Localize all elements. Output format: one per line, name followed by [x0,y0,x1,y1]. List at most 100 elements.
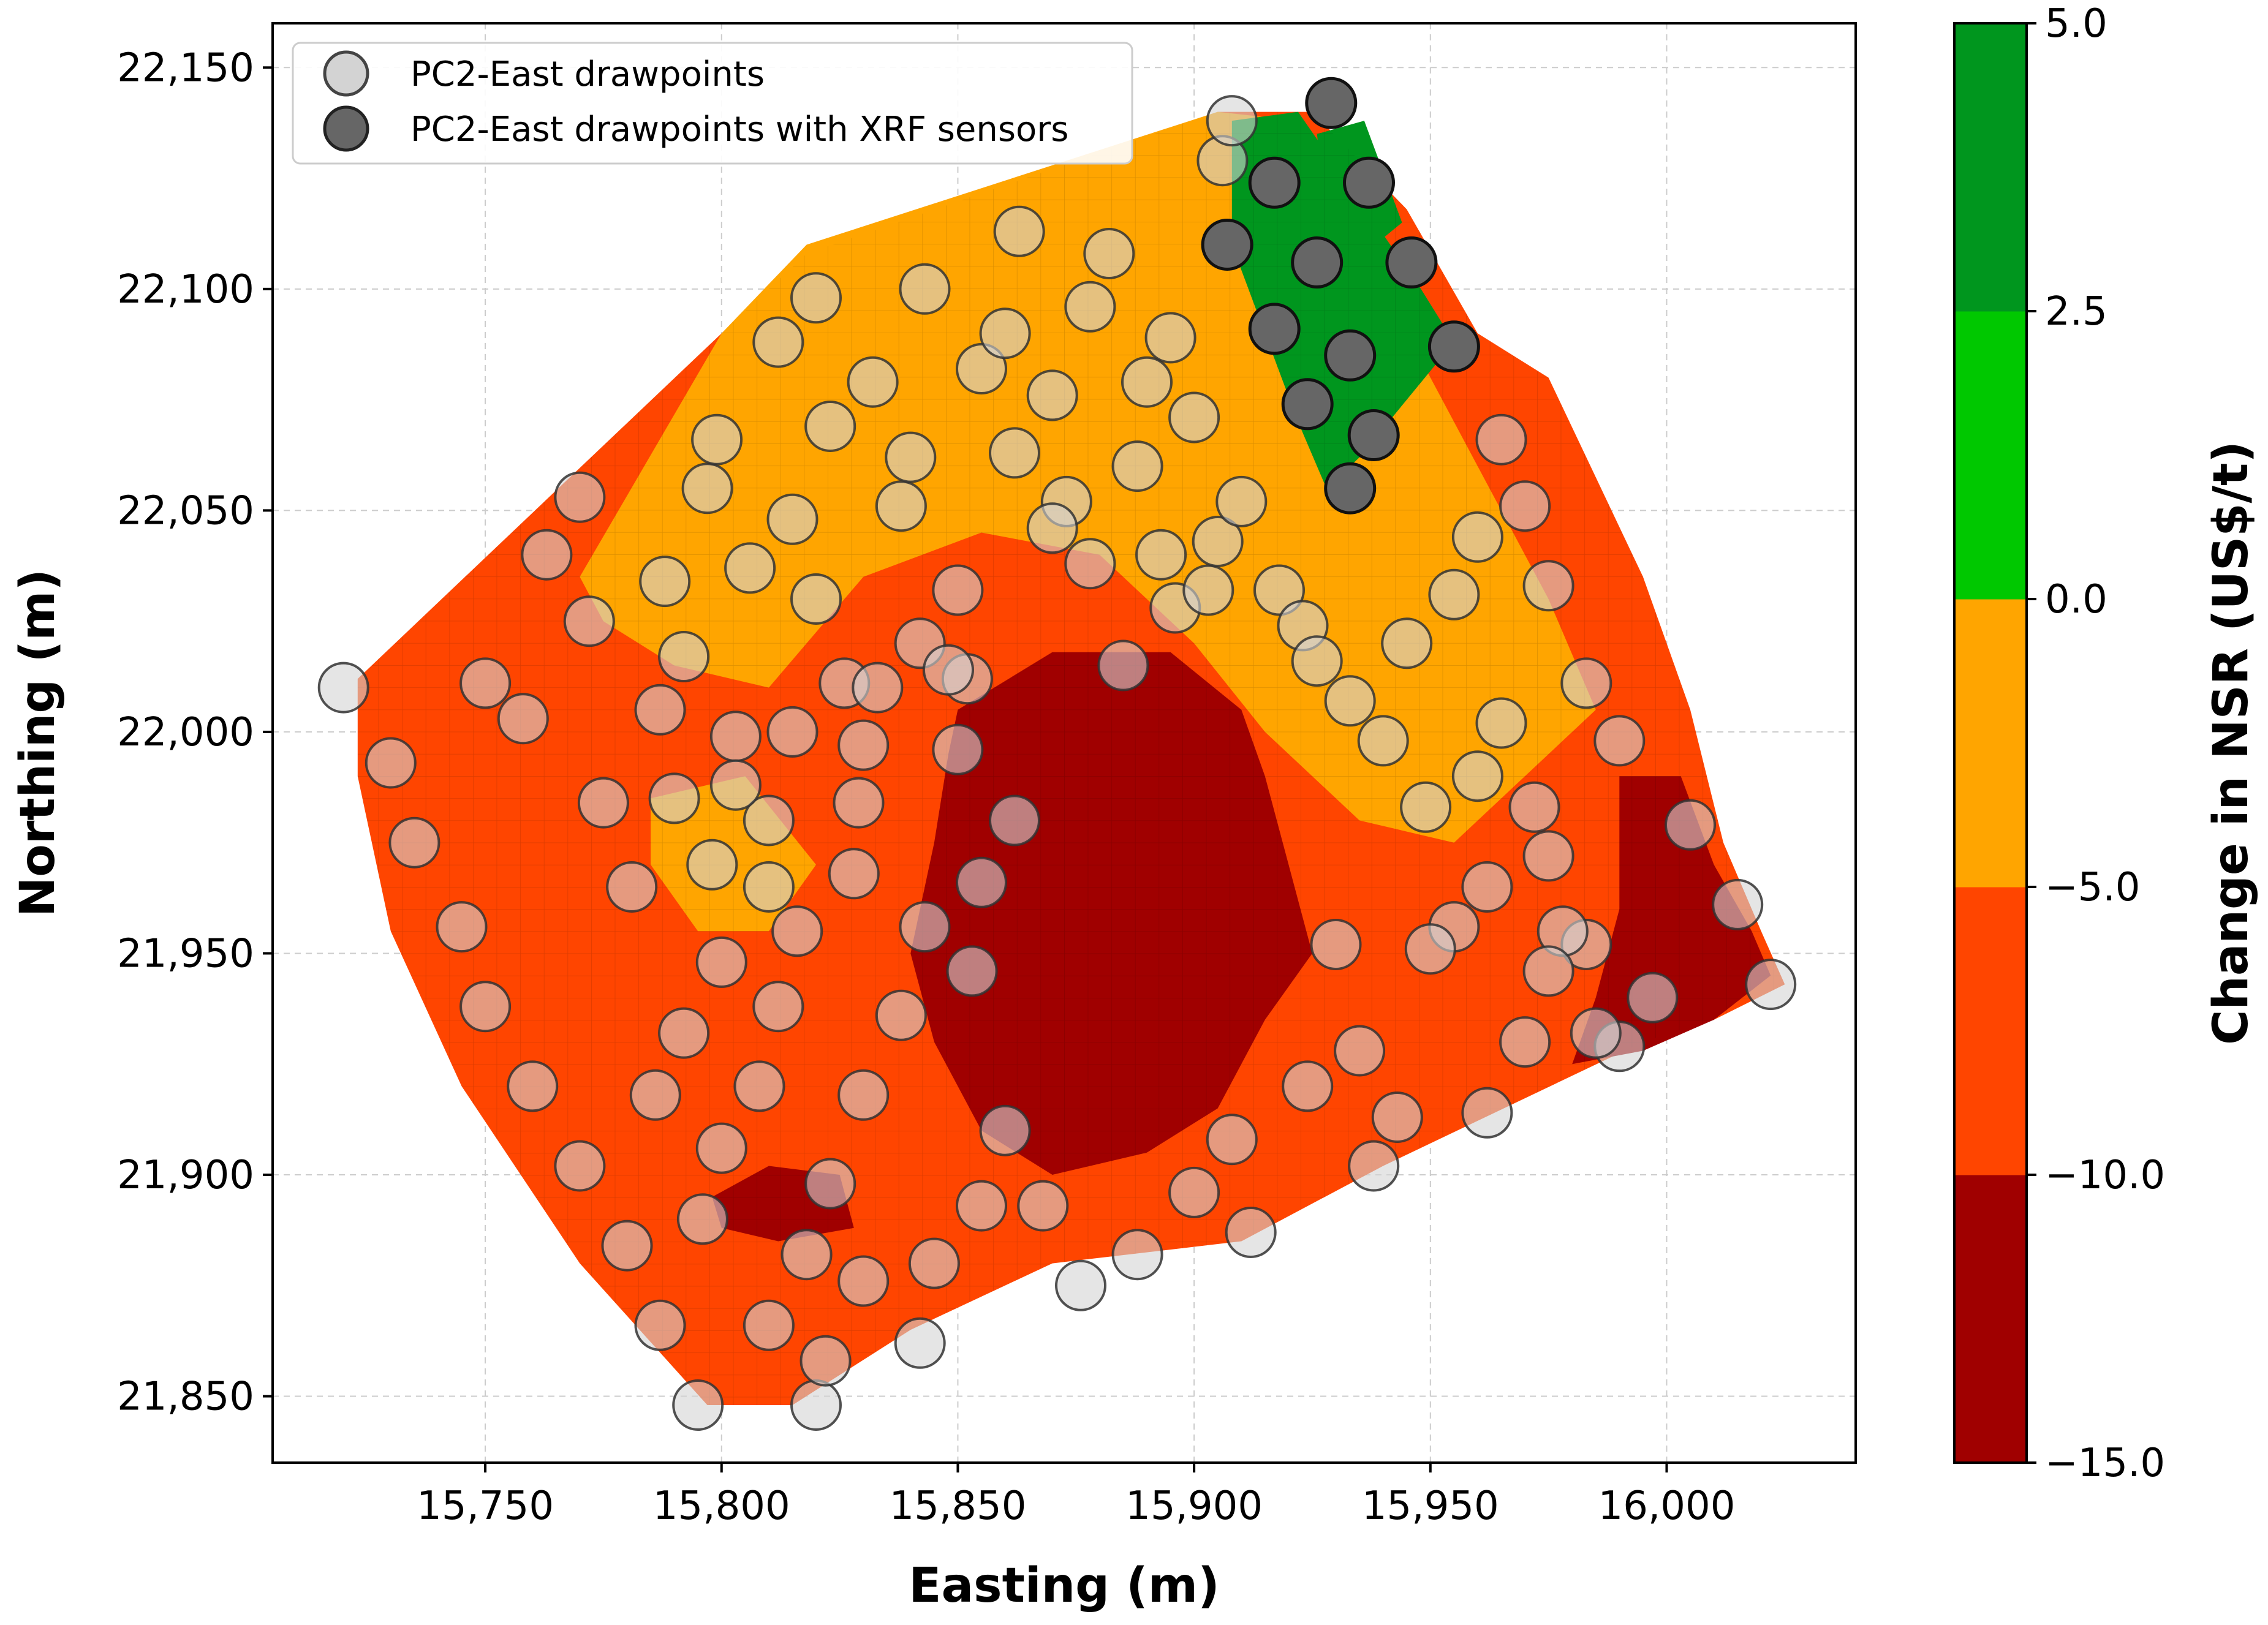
y-axis-title: Northing (m) [10,569,66,917]
drawpoint-marker [833,777,885,829]
drawpoint-marker [1225,1207,1277,1258]
drawpoint-marker [1135,529,1187,581]
xrf-drawpoint-marker [1201,219,1253,271]
legend-label-drawpoints: PC2-East drawpoints [410,55,765,94]
drawpoint-marker [1461,861,1513,913]
drawpoint-marker [743,794,795,846]
legend-marker-drawpoints [323,50,369,97]
drawpoint-marker [1404,923,1456,975]
drawpoint-marker [932,564,984,616]
drawpoint-marker [676,1193,728,1245]
drawpoint-marker [885,431,937,483]
xrf-drawpoint-marker [1385,236,1438,288]
drawpoint-marker [766,706,818,758]
x-axis-title: Easting (m) [909,1558,1219,1613]
drawpoint-marker [388,816,440,869]
drawpoint-marker [1428,568,1480,620]
drawpoint-marker [766,493,818,545]
drawpoint-marker [648,772,700,824]
drawpoint-marker [634,684,686,736]
y-tick-label: 22,150 [117,45,254,91]
drawpoint-marker [724,542,776,594]
drawpoint-marker [658,1007,710,1059]
y-tick-label: 22,100 [117,267,254,312]
drawpoint-marker [1111,1229,1163,1281]
drawpoint-marker [979,307,1031,360]
drawpoint-marker [563,595,615,647]
drawpoint-marker [497,693,549,745]
plot-frame [271,22,1857,1464]
xrf-drawpoint-marker [1281,378,1334,431]
colorbar-bin [1954,311,2027,600]
y-tick-label: 22,000 [117,710,254,755]
colorbar-bin [1954,887,2027,1175]
drawpoint-marker [1121,356,1173,408]
drawpoint-marker [1097,639,1149,692]
drawpoint-marker [894,1317,946,1369]
drawpoint-marker [1508,781,1560,833]
x-axis: 15,750 15,800 15,850 15,900 15,950 16,000 [417,1463,1735,1529]
drawpoint-marker [771,905,823,957]
drawpoint-marker [1064,281,1116,333]
drawpoint-marker [629,1069,681,1121]
drawpoint-marker [1745,959,1797,1011]
drawpoint-marker [899,901,951,953]
drawpoint-marker [752,316,804,368]
drawpoint-marker [743,1299,795,1351]
drawpoint-marker [837,1255,890,1307]
y-tick-label: 21,950 [117,931,254,976]
drawpoint-marker [828,848,880,900]
drawpoint-marker [1627,971,1679,1024]
drawpoint-marker [1168,391,1220,443]
legend: PC2-East drawpoints PC2-East drawpoints … [292,42,1133,165]
drawpoint-marker [507,1060,559,1112]
drawpoint-marker [1593,715,1646,767]
drawpoint-marker [875,480,927,532]
drawpoint-marker [979,1104,1031,1156]
drawpoint-marker [1499,480,1551,532]
colorbar-bin [1954,1175,2027,1463]
x-tick-label: 16,000 [1598,1484,1735,1529]
drawpoint-marker [1310,919,1362,970]
drawpoint-marker [681,462,733,515]
drawpoint-marker [799,1335,852,1387]
drawpoint-marker [521,529,573,581]
drawpoint-marker [946,945,998,997]
drawpoint-marker [695,936,747,988]
drawpoint-marker [1475,413,1527,466]
drawpoint-marker [899,263,951,315]
drawpoint-marker [956,1180,1007,1232]
drawpoint-marker [790,1379,842,1431]
drawpoint-marker [554,471,606,523]
drawpoint-marker [554,1140,606,1192]
colorbar-tick-label: 5.0 [2045,1,2107,47]
drawpoint-marker [1206,95,1258,147]
drawpoint-marker [1475,697,1527,749]
drawpoint-marker [1451,511,1503,563]
drawpoint-marker [956,856,1007,908]
drawpoint-marker [459,981,512,1033]
colorbar: −15.0 −10.0 −5.0 0.0 2.5 5.0 Change in NSR (U… [1953,1,2259,1486]
x-tick-label: 15,850 [889,1484,1026,1529]
y-axis: 21,850 21,900 21,950 22,000 22,050 22,100 22,1… [117,45,273,1420]
xrf-drawpoint-marker [1324,329,1377,382]
drawpoint-marker [639,556,691,608]
colorbar-tick-label: 2.5 [2045,289,2107,334]
drawpoint-marker [691,413,743,466]
drawpoint-marker [1215,475,1268,527]
drawpoint-marker [1451,750,1503,802]
colorbar-tick-label: 0.0 [2045,577,2107,622]
drawpoint-marker [577,777,629,829]
drawpoint-marker [601,1220,653,1272]
drawpoint-marker [695,1122,747,1174]
xrf-drawpoint-marker [1248,156,1301,209]
drawpoint-marker [989,794,1040,846]
drawpoint-marker [1192,516,1244,567]
drawpoint-marker [709,759,762,811]
drawpoint-marker [365,737,417,789]
drawpoint-marker [781,1229,833,1281]
drawpoint-marker [1291,635,1343,687]
drawpoint-marker [436,901,488,953]
colorbar-bin [1954,599,2027,888]
